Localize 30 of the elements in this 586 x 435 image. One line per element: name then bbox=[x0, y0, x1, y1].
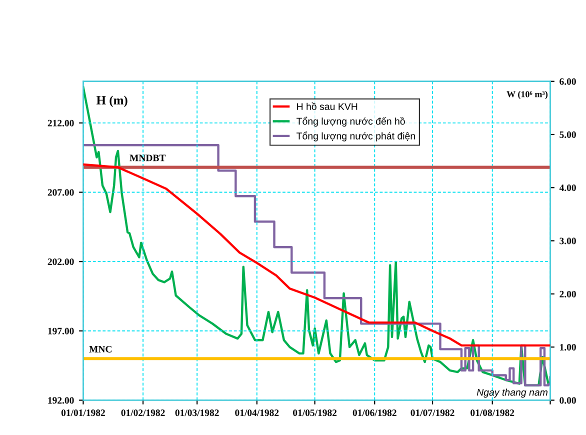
x-tick-label: 01/01/1982 bbox=[61, 410, 105, 416]
legend-label: H hồ sau KVH bbox=[297, 102, 358, 110]
y-tick-label: 192.00 bbox=[48, 397, 74, 404]
x-axis-title: Ngay thang nam bbox=[476, 388, 548, 398]
y2-tick-label: 4.00 bbox=[559, 184, 576, 192]
y2-tick-label: 1.00 bbox=[560, 344, 576, 351]
y2-tick-label: 0.00 bbox=[560, 397, 576, 404]
y-tick-label: 212.00 bbox=[48, 120, 74, 126]
y-axis-title: H (m) bbox=[96, 96, 128, 108]
x-tick-label: 01/03/1982 bbox=[175, 410, 219, 416]
y2-tick-label: 6.00 bbox=[560, 78, 576, 85]
y-tick-label: 207.00 bbox=[48, 189, 74, 196]
x-tick-label: 01/07/1982 bbox=[410, 410, 454, 416]
line-series bbox=[83, 86, 550, 386]
legend-label: Tổng lượng nước đến hồ bbox=[296, 116, 405, 127]
line-series bbox=[83, 163, 550, 347]
ref-line-label: MNC bbox=[89, 346, 112, 352]
ref-line-label: MNDBT bbox=[130, 154, 166, 162]
x-tick-label: 01/02/1982 bbox=[121, 410, 165, 416]
x-tick-label: 01/04/1982 bbox=[235, 410, 279, 416]
y2-tick-label: 3.00 bbox=[560, 238, 576, 244]
x-tick-label: 01/06/1982 bbox=[352, 410, 396, 416]
y-tick-label: 197.00 bbox=[48, 328, 74, 334]
legend-label: Tổng lượng nước phát điện bbox=[296, 132, 415, 142]
x-tick-label: 01/05/1982 bbox=[293, 410, 337, 416]
y2-axis-title: W (10⁶ m³) bbox=[506, 90, 548, 100]
y2-tick-label: 2.00 bbox=[560, 290, 576, 298]
y2-tick-label: 5.00 bbox=[560, 131, 576, 138]
x-tick-label: 01/08/1982 bbox=[470, 410, 514, 416]
y-tick-label: 202.00 bbox=[48, 258, 74, 266]
